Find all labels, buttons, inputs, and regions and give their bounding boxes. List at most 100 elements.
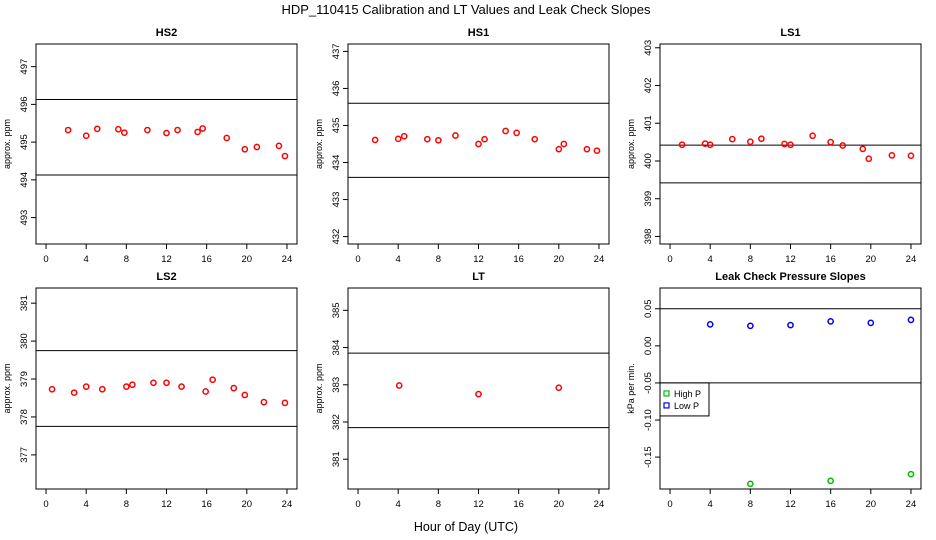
x-tick-label: 8 [436, 499, 441, 510]
data-point [241, 391, 249, 399]
x-tick-label: 24 [282, 499, 293, 510]
data-point [70, 389, 78, 397]
x-tick-label: 16 [513, 499, 524, 510]
x-axis-label: Hour of Day (UTC) [414, 520, 518, 534]
x-tick-label: 8 [436, 254, 441, 265]
x-tick-label: 4 [708, 254, 713, 265]
data-point [48, 385, 56, 393]
x-tick-label: 20 [242, 254, 253, 265]
data-point [907, 152, 915, 160]
data-point [781, 140, 788, 148]
y-tick-label: -0.05 [643, 372, 654, 394]
data-point [371, 136, 379, 144]
data-point [452, 132, 459, 139]
data-point [209, 376, 217, 384]
y-tick-label: 381 [19, 295, 30, 311]
y-tick-label: 385 [331, 302, 342, 318]
x-tick-label: 24 [594, 254, 605, 265]
y-tick-label: 403 [643, 40, 654, 56]
x-tick-label: 20 [866, 499, 877, 510]
data-point [395, 382, 403, 389]
data-point [434, 136, 442, 144]
x-tick-label: 0 [667, 254, 672, 265]
data-point [907, 470, 915, 478]
x-tick-label: 4 [708, 499, 713, 510]
plot-frame [347, 287, 610, 490]
y-tick-label: -0.10 [643, 409, 654, 431]
data-point [394, 135, 402, 143]
y-tick-label: 377 [19, 447, 30, 463]
y-tick-label: 400 [643, 153, 654, 169]
data-point [423, 135, 431, 143]
data-point [281, 399, 289, 407]
y-tick-label: 401 [643, 115, 654, 131]
data-point [758, 135, 765, 143]
data-point [199, 125, 206, 132]
y-tick-label: 382 [331, 414, 342, 430]
data-point [728, 135, 736, 143]
data-point [163, 379, 170, 387]
y-axis-label: kPa per min. [626, 363, 636, 414]
data-point [82, 132, 90, 140]
chart-title: HS1 [468, 27, 489, 39]
data-point [593, 147, 601, 155]
y-tick-label: -0.15 [643, 446, 654, 468]
data-point [502, 127, 509, 135]
legend-swatch [663, 402, 670, 409]
data-point [64, 126, 72, 134]
x-tick-label: 24 [594, 499, 605, 510]
x-tick-label: 24 [906, 499, 917, 510]
x-tick-label: 16 [825, 254, 836, 265]
chart-title: Leak Check Pressure Slopes [715, 271, 865, 283]
y-tick-label: 383 [331, 377, 342, 393]
chart-title: LS1 [780, 27, 800, 39]
data-point [481, 135, 488, 143]
data-point [120, 129, 128, 137]
data-point [82, 383, 90, 390]
data-point [827, 477, 835, 485]
data-point [560, 140, 568, 148]
data-point [281, 152, 289, 160]
legend-box [659, 382, 710, 417]
chart-panel: Leak Check Pressure Slopes 0 4 8 12 16 20 24 -0.… [626, 271, 922, 510]
chart-panel: LS1 0 4 8 12 16 20 24 398 399 400 401 402 403 approx. … [626, 27, 922, 265]
x-tick-label: 0 [355, 254, 360, 265]
y-tick-label: 378 [19, 409, 30, 425]
y-axis-label: approx. ppm [2, 119, 12, 169]
x-tick-label: 16 [201, 499, 212, 510]
data-point [178, 383, 185, 390]
plot-frame [35, 287, 298, 490]
data-point [202, 388, 209, 395]
y-tick-label: 434 [331, 155, 342, 171]
x-tick-label: 8 [124, 499, 129, 510]
x-tick-label: 24 [906, 254, 917, 265]
data-point [114, 125, 122, 133]
x-tick-label: 0 [43, 499, 48, 510]
data-point [93, 125, 101, 133]
y-tick-label: 496 [19, 96, 30, 112]
data-point [746, 480, 754, 488]
data-point [827, 138, 835, 146]
data-point [888, 151, 896, 159]
data-point [98, 385, 106, 393]
x-tick-label: 8 [748, 254, 753, 265]
y-tick-label: 380 [19, 333, 30, 349]
data-point [746, 138, 754, 146]
x-tick-label: 4 [396, 254, 401, 265]
chart-panel: HS2 0 4 8 12 16 20 24 493 494 495 496 497 approx. ppm [2, 27, 298, 265]
y-tick-label: 494 [19, 172, 30, 188]
data-point [400, 132, 408, 140]
data-point [150, 379, 157, 387]
figure-title: HDP_110415 Calibration and LT Values and… [281, 2, 651, 17]
y-tick-label: 399 [643, 191, 654, 207]
x-tick-label: 12 [473, 254, 484, 265]
chart-panel: HS1 0 4 8 12 16 20 24 432 433 434 435 436 437 approx. … [314, 27, 610, 265]
y-tick-label: 384 [331, 340, 342, 356]
x-tick-label: 20 [554, 254, 565, 265]
data-point [275, 142, 283, 150]
x-tick-label: 4 [396, 499, 401, 510]
data-point [223, 134, 231, 142]
data-point [475, 140, 482, 148]
y-axis-label: approx. ppm [626, 119, 636, 169]
data-point [867, 319, 875, 327]
